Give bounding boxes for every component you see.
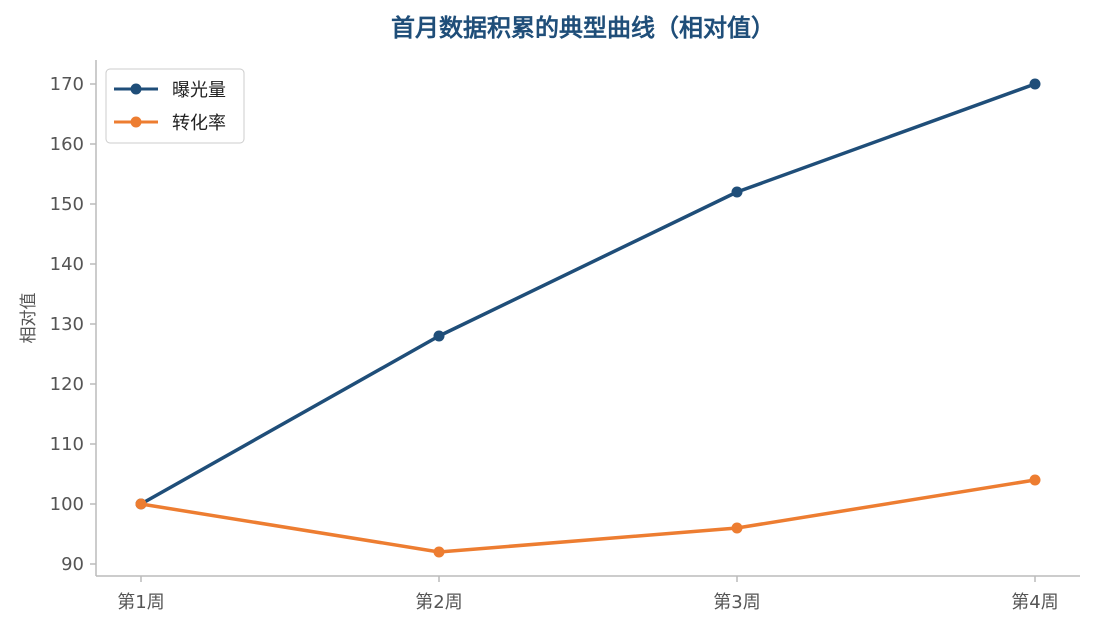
y-ticks: 90 100 110 120 130 140 150 160 170 [50,74,96,575]
data-point-series-1 [731,522,743,534]
legend: 曝光量 转化率 [105,68,245,144]
y-tick-label: 120 [50,374,84,395]
legend-marker-conversion [130,116,142,128]
x-tick-label: 第4周 [1011,592,1058,613]
data-point-series-1 [433,546,445,558]
y-tick-label: 150 [50,194,84,215]
x-ticks: 第1周 第2周 第3周 第4周 [117,576,1059,613]
y-tick-label: 90 [61,554,84,575]
y-axis-label: 相对值 [19,293,39,344]
y-tick-label: 100 [50,494,84,515]
data-point-series-0 [1029,78,1041,90]
y-tick-label: 170 [50,74,84,95]
x-tick-label: 第3周 [713,592,760,613]
y-tick-label: 160 [50,134,84,155]
y-tick-label: 110 [50,434,84,455]
x-tick-label: 第1周 [117,592,164,613]
legend-marker-exposure [130,83,142,95]
legend-label-exposure: 曝光量 [172,80,226,101]
x-tick-label: 第2周 [415,592,462,613]
y-tick-label: 140 [50,254,84,275]
data-point-series-0 [731,186,743,198]
y-tick-label: 130 [50,314,84,335]
series-group [135,78,1041,558]
data-point-series-1 [1029,474,1041,486]
chart-title: 首月数据积累的典型曲线（相对值） [391,14,775,42]
series-line-0 [140,82,1036,506]
legend-label-conversion: 转化率 [172,113,226,134]
data-point-series-1 [135,498,147,510]
series-line-1 [140,478,1036,554]
data-point-series-0 [433,330,445,342]
